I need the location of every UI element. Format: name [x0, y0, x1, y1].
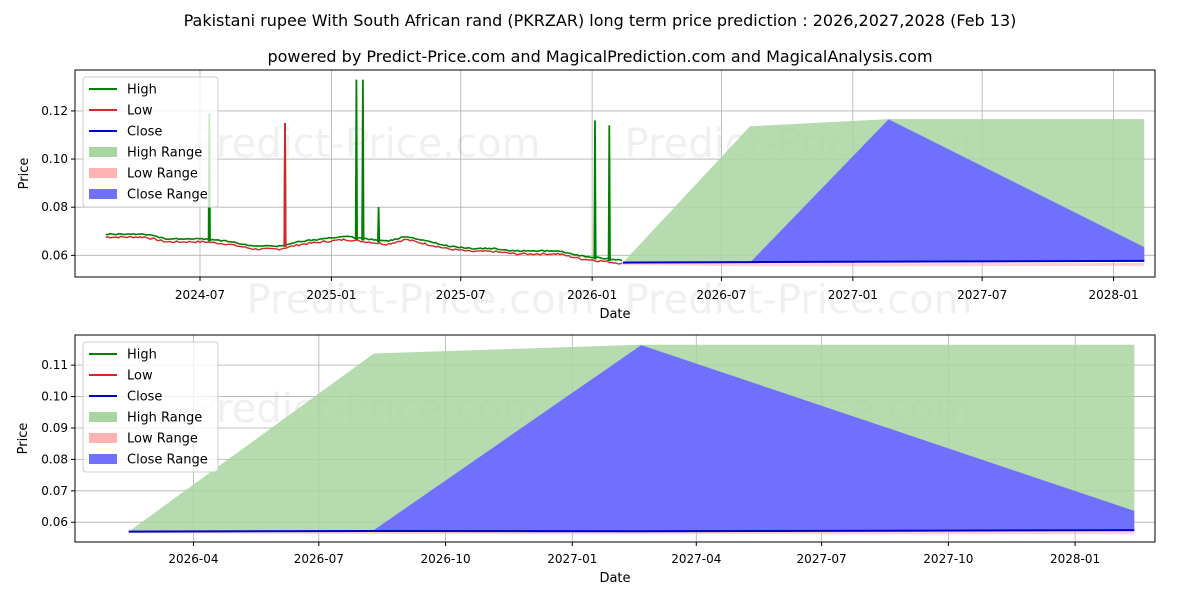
legend-swatch-patch	[89, 433, 117, 443]
x-tick-label: 2027-01	[547, 552, 597, 566]
x-tick-label: 2026-04	[168, 552, 218, 566]
legend-swatch-patch	[89, 147, 117, 157]
x-tick-label: 2027-07	[797, 552, 847, 566]
close-series-line	[128, 529, 1135, 533]
watermark-text: Predict-Price.com	[247, 277, 595, 323]
y-tick-label: 0.10	[41, 390, 68, 404]
y-tick-label: 0.11	[41, 358, 68, 372]
legend-label: Close	[127, 125, 162, 140]
legend-label: Close Range	[127, 188, 208, 203]
axes-frame	[74, 334, 1156, 543]
x-tick-label: 2024-07	[175, 288, 225, 302]
x-tick-label: 2026-07	[696, 288, 746, 302]
y-axis-label: Price	[17, 158, 32, 190]
y-tick-label: 0.06	[41, 248, 68, 262]
x-tick-label: 2026-01	[567, 288, 617, 302]
close-range-area	[622, 119, 1145, 263]
legend: High Low Close High Range Low Range Close Ran…	[82, 341, 219, 473]
legend: High Low Close High Range Low Range Close Ran…	[82, 76, 219, 208]
close-series-line	[622, 259, 1145, 264]
legend-label: Low Range	[127, 432, 198, 447]
low-series-line	[105, 235, 623, 265]
x-tick-label: 2026-10	[420, 552, 470, 566]
high-spike-mark	[361, 79, 365, 241]
high-spike-mark	[354, 79, 358, 240]
legend-label: High Range	[127, 146, 202, 161]
legend-swatch-patch	[89, 454, 117, 464]
legend-label: Close	[127, 390, 162, 405]
low-range-area	[622, 262, 1145, 267]
overview-panel: Predict-Price.com Predict-Price.com Predic…	[17, 69, 1156, 323]
y-tick-label: 0.08	[41, 200, 68, 214]
x-axis-label: Date	[599, 307, 630, 322]
legend-label: Low Range	[127, 167, 198, 182]
chart-subtitle: powered by Predict-Price.com and Magical…	[267, 47, 932, 66]
forecast-zoom-panel: Predict-Price.comPredict-Price.com2026-0…	[16, 334, 1156, 586]
y-tick-label: 0.10	[41, 152, 68, 166]
legend-swatch-patch	[89, 168, 117, 178]
x-axis-label: Date	[599, 571, 630, 586]
x-tick-label: 2027-01	[828, 288, 878, 302]
y-tick-label: 0.08	[41, 452, 68, 466]
x-tick-label: 2027-04	[671, 552, 721, 566]
watermark-text: Predict-Price.com	[625, 277, 973, 323]
x-tick-label: 2026-07	[294, 552, 344, 566]
chart-title: Pakistani rupee With South African rand …	[184, 11, 1017, 30]
y-tick-label: 0.12	[41, 104, 68, 118]
high-spike-mark	[593, 120, 597, 260]
legend-swatch-patch	[89, 189, 117, 199]
x-tick-label: 2028-01	[1089, 288, 1139, 302]
y-tick-label: 0.06	[41, 515, 68, 529]
watermark-text: Predict-Price.com	[193, 121, 541, 167]
x-tick-label: 2025-01	[306, 288, 356, 302]
y-axis-label: Price	[16, 423, 31, 455]
legend-label: High	[127, 83, 157, 98]
legend-label: Low	[127, 104, 153, 119]
y-tick-label: 0.07	[41, 484, 68, 498]
x-tick-label: 2027-07	[957, 288, 1007, 302]
legend-label: Close Range	[127, 453, 208, 468]
x-tick-label: 2027-10	[923, 552, 973, 566]
high-spike-mark	[607, 125, 611, 262]
axes-frame	[74, 69, 1156, 278]
x-tick-label: 2028-01	[1050, 552, 1100, 566]
close-range-area	[128, 345, 1135, 532]
legend-label: High Range	[127, 411, 202, 426]
x-tick-label: 2025-07	[436, 288, 486, 302]
high-spike-mark	[377, 207, 381, 243]
low-spike-mark	[283, 122, 287, 247]
legend-label: High	[127, 348, 157, 363]
y-tick-label: 0.09	[41, 421, 68, 435]
legend-label: Low	[127, 369, 153, 384]
legend-swatch-patch	[89, 412, 117, 422]
